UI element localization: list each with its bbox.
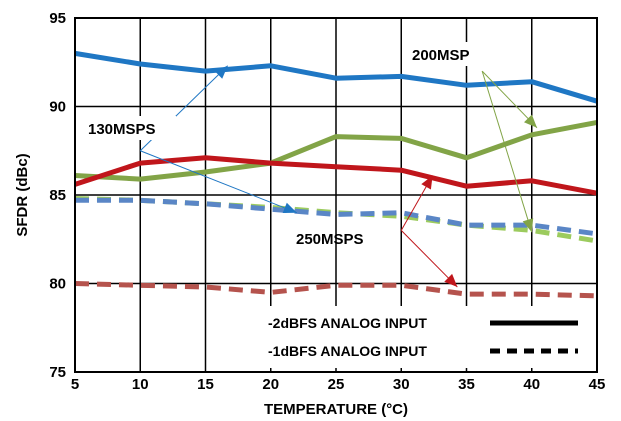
legend: -2dBFS ANALOG INPUT -1dBFS ANALOG INPUT <box>262 306 592 368</box>
annotation-arrowhead-2-1 <box>444 273 458 287</box>
plot-frame <box>74 17 598 373</box>
annotation-arrowhead-1-1 <box>522 218 534 233</box>
annotation-250msps: 250MSPS <box>296 231 364 248</box>
series-lines <box>74 50 598 299</box>
annotation-arrow-1-0 <box>481 70 538 129</box>
x-tick-label: 10 <box>132 376 149 393</box>
annotation-arrowhead-0-0 <box>214 65 228 79</box>
x-tick-label: 20 <box>262 376 279 393</box>
annotation-labels: 130MSPS 200MSP 250MSPS <box>84 42 486 248</box>
annotation-arrow-0-1 <box>140 150 298 214</box>
x-tick-label: 40 <box>523 376 540 393</box>
annotation-arrow-1-1 <box>481 70 533 233</box>
annotation-arrowhead-1-0 <box>524 114 537 128</box>
x-tick-label: 35 <box>458 376 475 393</box>
series-line-200msp-solid <box>74 119 598 182</box>
y-tick-label: 80 <box>49 276 66 293</box>
legend-label-solid: -2dBFS ANALOG INPUT <box>268 315 427 331</box>
y-tick-label: 85 <box>49 187 66 204</box>
annotation-arrowhead-2-0 <box>421 175 433 190</box>
legend-label-dashed: -1dBFS ANALOG INPUT <box>268 343 427 359</box>
annotation-130msps: 130MSPS <box>88 121 156 138</box>
y-axis-title: SFDR (dBc) <box>14 153 31 236</box>
grid-lines <box>75 18 597 372</box>
y-tick-label: 75 <box>49 364 66 381</box>
x-tick-label: 15 <box>197 376 214 393</box>
annotation-arrowhead-0-1 <box>282 202 297 213</box>
annotation-200msp: 200MSP <box>412 47 470 64</box>
x-tick-label: 30 <box>393 376 410 393</box>
y-tick-label: 95 <box>49 10 66 27</box>
annotation-arrows <box>139 65 538 288</box>
x-axis-title: TEMPERATURE (°C) <box>264 401 408 418</box>
y-tick-label: 90 <box>49 99 66 116</box>
x-tick-label: 25 <box>328 376 345 393</box>
tick-labels: 5 10 15 20 25 30 35 40 45 75 80 85 90 95 <box>49 10 605 393</box>
series-line-250msps-solid <box>74 155 598 196</box>
annotation-arrow-2-1 <box>400 230 458 288</box>
series-line-130msps-solid <box>74 50 598 104</box>
x-tick-label: 45 <box>589 376 606 393</box>
x-tick-label: 5 <box>71 376 79 393</box>
